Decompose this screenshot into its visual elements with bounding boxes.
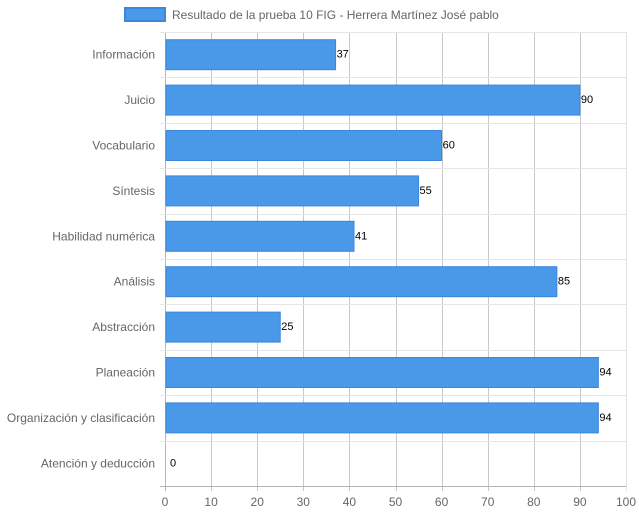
category-label: Planeación [96,366,155,380]
data-label: 94 [599,367,611,379]
legend-swatch [124,7,166,22]
data-label: 25 [281,321,293,333]
x-tick-label: 0 [162,495,169,509]
category-label: Organización y clasificación [7,411,155,425]
x-tick-label: 40 [343,495,357,509]
bar[interactable] [165,84,581,116]
x-tick-label: 10 [204,495,218,509]
x-tick-label: 30 [297,495,311,509]
category-label: Habilidad numérica [52,229,155,243]
legend-label: Resultado de la prueba 10 FIG - Herrera … [172,8,499,22]
data-label: 90 [581,94,593,106]
x-tick-label: 100 [616,495,636,509]
bars [165,39,599,434]
category-label: Análisis [114,275,155,289]
bar[interactable] [165,402,599,434]
category-label: Información [92,48,155,62]
bar[interactable] [165,175,420,207]
bar[interactable] [165,266,558,298]
data-labels: 37 90 60 55 41 85 25 94 94 0 [170,49,612,470]
category-labels: Información Juicio Vocabulario Síntesis Habi… [7,48,155,471]
bar[interactable] [165,39,337,71]
data-label: 85 [558,276,570,288]
data-label: 41 [355,230,367,242]
bar[interactable] [165,357,599,388]
category-label: Atención y deducción [41,456,155,470]
category-label: Abstracción [92,320,155,334]
x-tick-label: 60 [435,495,449,509]
data-label: 37 [337,49,349,61]
x-tick-label: 90 [573,495,587,509]
x-tick-label: 80 [527,495,541,509]
category-label: Juicio [124,93,155,107]
x-tick-label: 20 [251,495,265,509]
category-label: Síntesis [112,184,155,198]
data-label: 0 [170,457,176,469]
bar[interactable] [165,130,443,161]
data-label: 60 [443,140,455,152]
bar[interactable] [165,220,355,252]
data-label: 55 [420,185,432,197]
legend[interactable]: Resultado de la prueba 10 FIG - Herrera … [124,7,499,22]
x-tick-label: 70 [481,495,495,509]
bar[interactable] [165,311,281,343]
category-label: Vocabulario [92,139,155,153]
x-tick-label: 50 [389,495,403,509]
data-label: 94 [599,412,611,424]
x-axis-tick-labels: 0 10 20 30 40 50 60 70 80 90 100 [162,495,637,509]
